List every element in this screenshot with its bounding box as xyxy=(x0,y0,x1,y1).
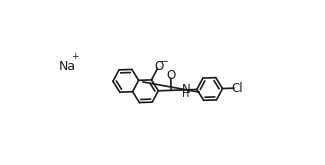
Text: N: N xyxy=(181,83,190,96)
Text: Cl: Cl xyxy=(231,82,243,95)
Text: H: H xyxy=(182,89,190,99)
Text: O: O xyxy=(166,69,175,82)
Text: O: O xyxy=(154,60,163,73)
Text: −: − xyxy=(160,57,168,67)
Text: +: + xyxy=(72,52,79,61)
Text: Na: Na xyxy=(58,60,76,73)
